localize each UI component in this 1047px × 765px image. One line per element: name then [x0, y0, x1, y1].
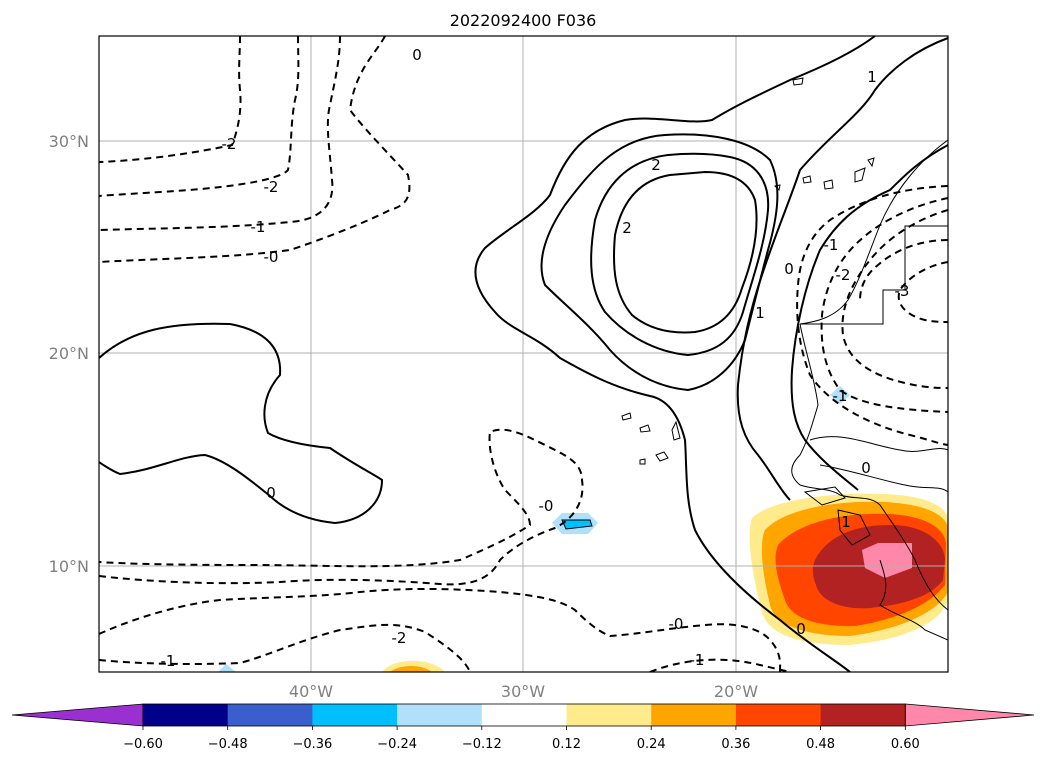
contour-label: -3 — [895, 282, 910, 300]
contour-label: 0 — [796, 620, 806, 638]
contour-label: 0 — [784, 260, 794, 278]
map-title: 2022092400 F036 — [450, 11, 597, 30]
colorbar-tick-label: 0.36 — [721, 737, 750, 752]
colorbar: −0.60 −0.48 −0.36 −0.24 −0.12 0.12 0.24 0.36 0.4… — [11, 703, 1035, 752]
contour-label: 2 — [651, 156, 661, 174]
contour-label: -1 — [251, 218, 266, 236]
colorbar-bin — [312, 704, 398, 726]
colorbar-bin — [566, 704, 652, 726]
colorbar-tick-label: −0.36 — [292, 737, 332, 752]
contour-lines — [99, 36, 948, 672]
contour-label: 0 — [861, 459, 871, 477]
colorbar-tick-label: 0.24 — [637, 737, 666, 752]
contour-label: 1 — [867, 68, 877, 86]
colorbar-extend-high — [904, 703, 1035, 727]
colorbar-tick-label: −0.48 — [208, 737, 248, 752]
shaded-anomaly — [218, 386, 948, 672]
colorbar-bin — [651, 704, 737, 726]
contour-label: -1 — [161, 652, 176, 670]
lon-label-20w: 20°W — [714, 682, 758, 701]
lat-label-20n: 20°N — [49, 344, 89, 363]
contour-label: -2 — [836, 266, 851, 284]
contour-label: -2 — [264, 178, 279, 196]
colorbar-bin — [735, 704, 822, 726]
colorbar-outline — [142, 703, 906, 727]
contour-label: 1 — [755, 304, 765, 322]
colorbar-tick-label: −0.24 — [377, 737, 417, 752]
contour-label: 1 — [841, 513, 851, 531]
colorbar-tick-label: −0.12 — [462, 737, 502, 752]
contour-label: -0 — [669, 615, 684, 633]
contour-label: -0 — [264, 248, 279, 266]
colorbar-tick-label: 0.12 — [552, 737, 581, 752]
colorbar-tick-label: 0.60 — [891, 737, 920, 752]
colorbar-bin — [227, 704, 313, 726]
lon-label-40w: 40°W — [289, 682, 333, 701]
map-area: 0 -2 -2 -1 -0 0 2 2 1 0 1 -1 -2 -3 -1 0 … — [99, 36, 948, 672]
contour-label: -2 — [222, 135, 237, 153]
contour-label: -1 — [690, 651, 705, 669]
contour-label: 0 — [266, 484, 276, 502]
colorbar-bin — [397, 704, 483, 726]
colorbar-extend-low — [11, 703, 144, 727]
contour-label: -0 — [539, 497, 554, 515]
colorbar-tick-label: 0.48 — [806, 737, 835, 752]
contour-label: -1 — [833, 387, 848, 405]
colorbar-bin — [481, 704, 567, 726]
lat-label-10n: 10°N — [49, 557, 89, 576]
contour-label: 0 — [412, 46, 422, 64]
contour-label-group: 0 -2 -2 -1 -0 0 2 2 1 0 1 -1 -2 -3 -1 0 … — [161, 46, 910, 670]
colorbar-bin — [143, 704, 229, 726]
map-frame — [98, 35, 949, 673]
lon-label-30w: 30°W — [501, 682, 545, 701]
contour-label: 2 — [622, 219, 632, 237]
contour-label: -2 — [392, 629, 407, 647]
lat-label-30n: 30°N — [49, 132, 89, 151]
colorbar-bin — [820, 704, 906, 726]
contour-label: -1 — [824, 236, 839, 254]
colorbar-tick-label: −0.60 — [123, 737, 163, 752]
